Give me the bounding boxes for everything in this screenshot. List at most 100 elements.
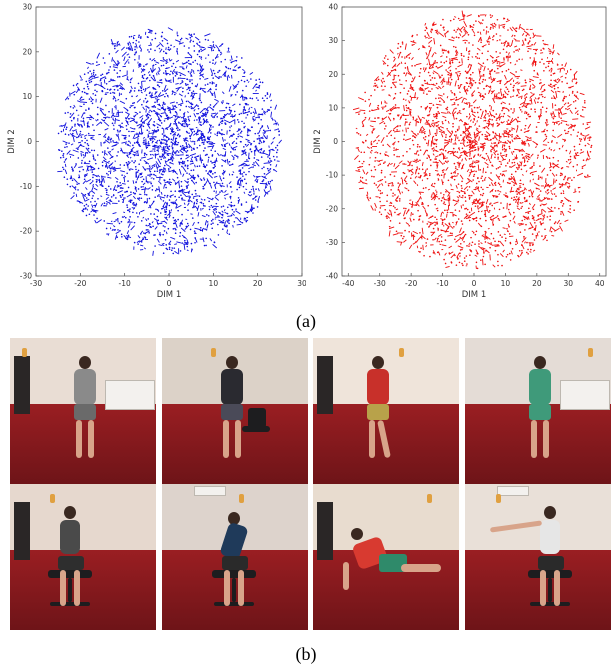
data-point: [245, 201, 248, 203]
data-point: [130, 85, 133, 90]
data-point: [461, 58, 463, 64]
data-point: [240, 180, 242, 187]
data-point: [273, 168, 278, 173]
data-point: [563, 102, 567, 106]
data-point: [171, 151, 174, 153]
data-point: [249, 97, 252, 100]
data-point: [128, 117, 130, 120]
data-point: [158, 186, 161, 193]
data-point: [63, 161, 66, 163]
data-point: [67, 97, 70, 100]
data-point: [209, 44, 214, 47]
data-point: [477, 116, 480, 119]
data-point: [89, 201, 92, 203]
data-point: [537, 178, 540, 180]
data-point: [195, 199, 199, 203]
data-point: [442, 203, 447, 206]
data-point: [212, 210, 217, 216]
data-point: [544, 43, 546, 46]
data-point: [241, 68, 245, 72]
data-point: [552, 156, 555, 159]
data-point: [169, 123, 172, 127]
data-point: [394, 86, 397, 88]
data-point: [229, 151, 232, 153]
data-point: [119, 194, 122, 197]
data-point: [145, 94, 148, 96]
data-point: [491, 204, 493, 207]
data-point: [91, 197, 94, 200]
data-point: [174, 227, 176, 230]
data-point: [244, 109, 247, 112]
data-point: [459, 33, 462, 37]
data-point: [118, 222, 121, 225]
data-point: [175, 124, 178, 127]
data-point: [481, 180, 484, 182]
data-point: [173, 93, 176, 96]
data-point: [502, 216, 505, 218]
data-point: [554, 91, 557, 93]
data-point: [92, 173, 94, 176]
data-point: [245, 173, 247, 176]
data-point: [243, 122, 245, 125]
data-point: [167, 118, 169, 121]
data-point: [135, 202, 137, 207]
data-point: [186, 149, 189, 152]
data-point: [199, 99, 201, 102]
data-point: [193, 119, 196, 122]
data-point: [214, 165, 216, 168]
data-point: [270, 159, 273, 162]
data-point: [519, 231, 522, 234]
data-point: [492, 131, 494, 133]
data-point: [99, 76, 106, 80]
data-point: [210, 170, 213, 173]
data-point: [511, 139, 514, 143]
data-point: [224, 58, 227, 61]
data-point: [140, 233, 142, 235]
data-point: [128, 135, 131, 137]
data-point: [401, 41, 404, 43]
data-point: [89, 181, 93, 185]
data-point: [82, 117, 85, 120]
data-point: [183, 162, 185, 165]
data-point: [129, 106, 131, 109]
data-point: [478, 136, 480, 141]
data-point: [91, 204, 94, 208]
data-point: [187, 52, 190, 54]
data-point: [161, 39, 164, 42]
data-point: [257, 201, 259, 203]
data-point: [428, 45, 430, 48]
data-point: [587, 158, 589, 161]
data-point: [74, 123, 76, 126]
data-point: [132, 180, 135, 184]
data-point: [559, 222, 562, 225]
data-point: [200, 56, 203, 59]
data-point: [476, 53, 479, 55]
data-point: [147, 31, 153, 34]
data-point: [145, 77, 148, 80]
data-point: [243, 125, 246, 129]
data-point: [576, 91, 579, 93]
data-point: [215, 85, 217, 87]
data-point: [220, 76, 222, 78]
data-point: [137, 198, 141, 201]
data-point: [472, 154, 476, 159]
data-point: [560, 117, 562, 119]
data-point: [152, 145, 155, 148]
data-point: [507, 68, 510, 71]
data-point: [238, 170, 241, 172]
data-point: [253, 140, 255, 143]
data-point: [104, 113, 107, 117]
data-point: [417, 48, 420, 51]
data-point: [437, 228, 440, 230]
data-point: [90, 80, 93, 83]
data-point: [265, 153, 271, 157]
data-point: [512, 199, 515, 201]
data-point: [162, 252, 165, 254]
data-point: [86, 152, 89, 154]
data-point: [87, 190, 91, 196]
data-point: [155, 163, 159, 170]
data-point: [70, 119, 73, 122]
data-point: [170, 141, 173, 143]
data-point: [167, 106, 171, 109]
data-point: [139, 62, 141, 65]
